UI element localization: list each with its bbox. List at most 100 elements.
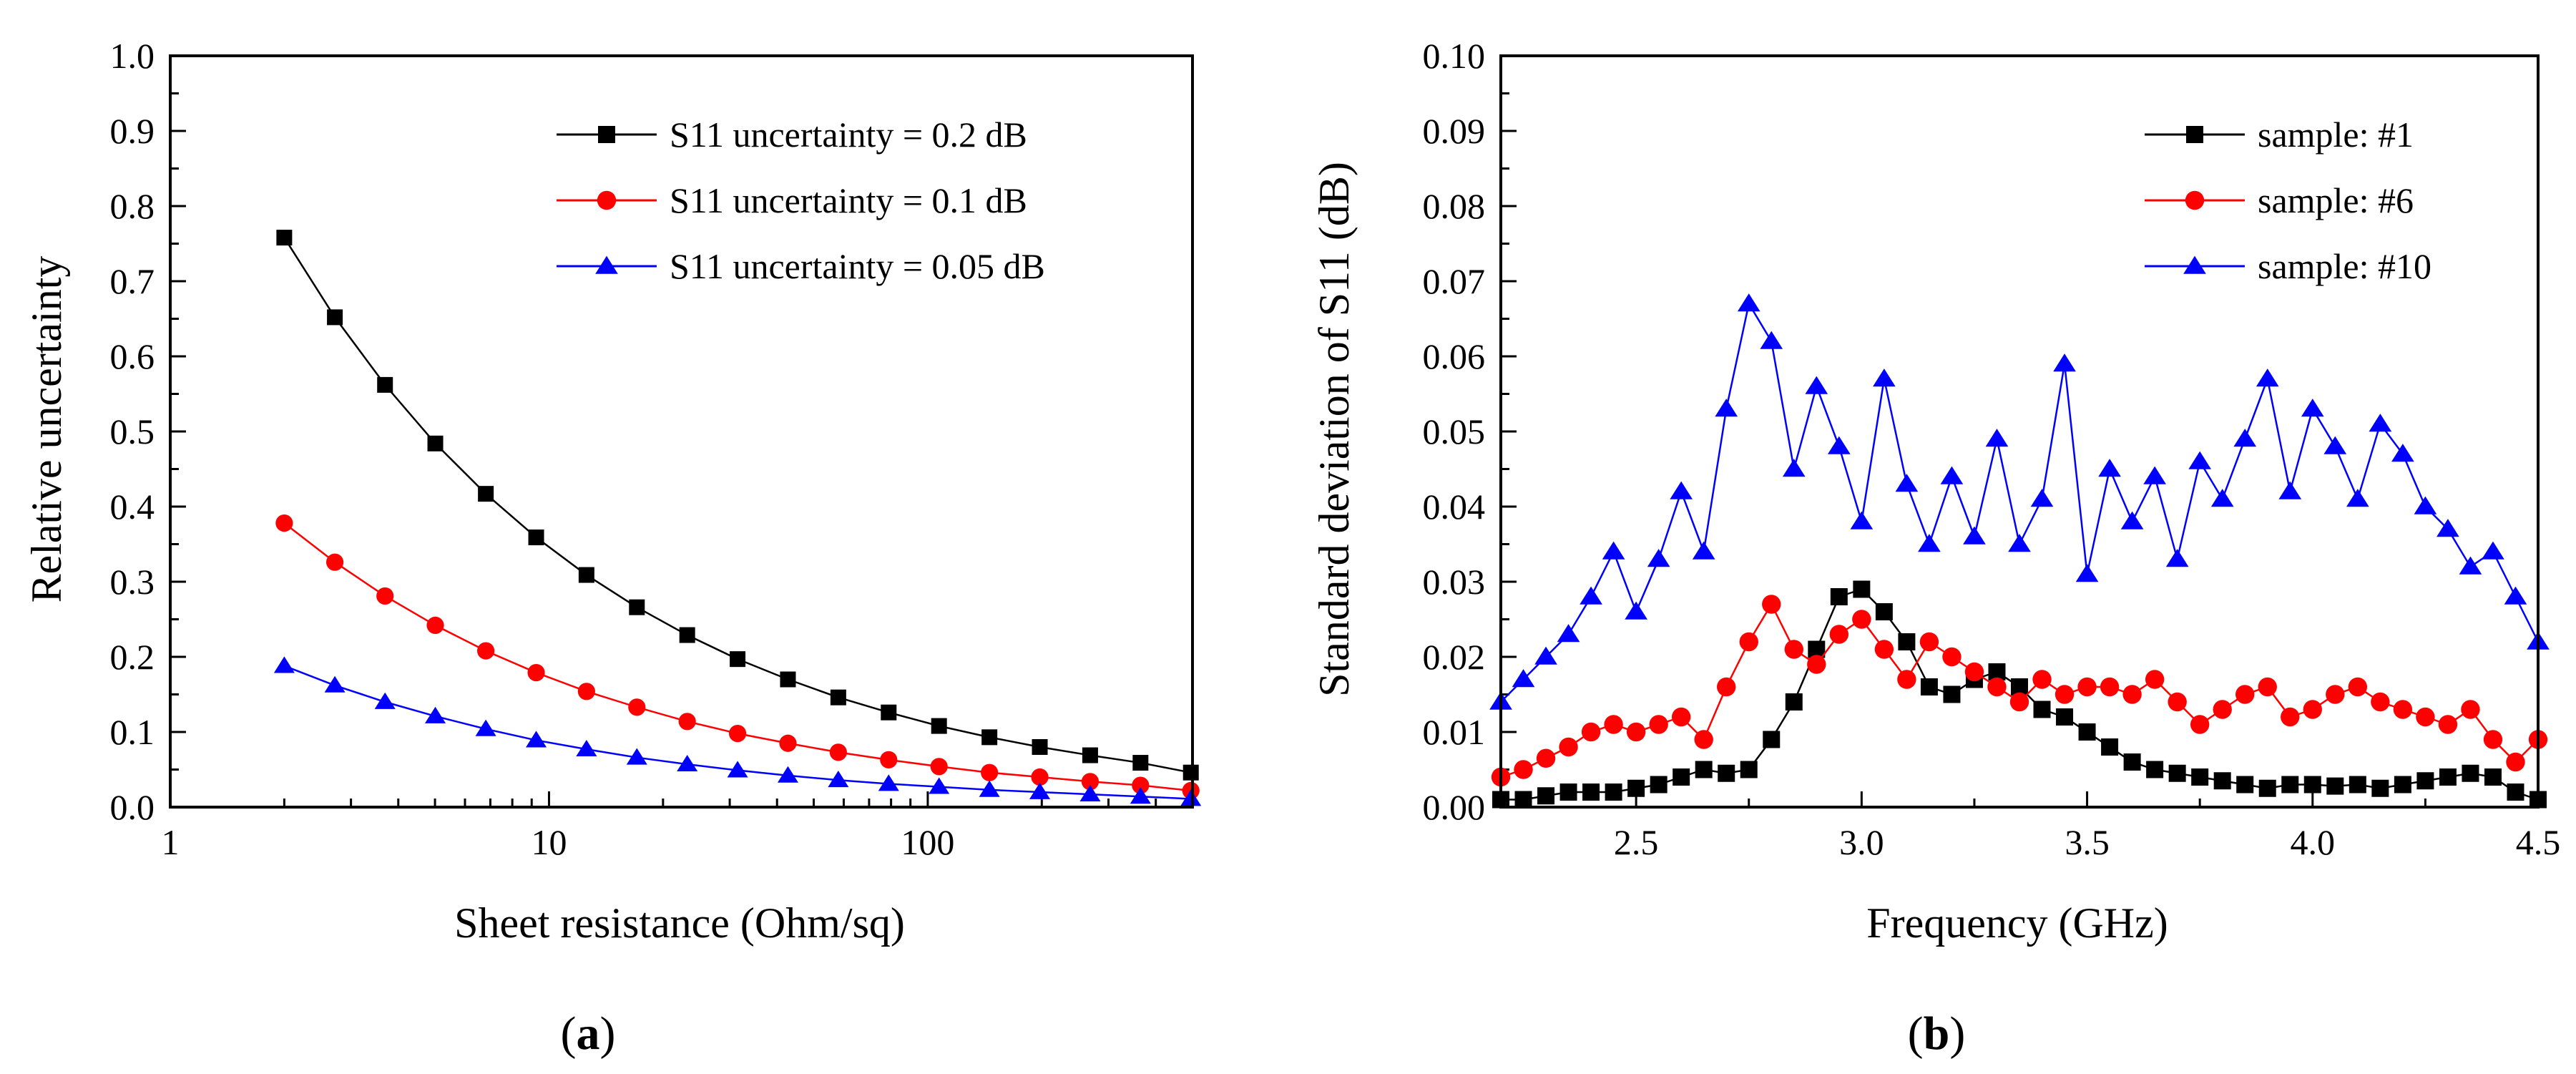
b-data-point (1715, 399, 1738, 417)
b-plot-frame (1499, 54, 2540, 809)
b-data-point (2120, 511, 2144, 529)
b-data-point (1718, 764, 1735, 782)
b-x-tick-label: 3.5 (2065, 822, 2110, 862)
a-data-point (1082, 747, 1098, 763)
b-data-point (1829, 625, 1849, 644)
b-data-point (1604, 715, 1623, 734)
b-data-point (1602, 541, 1625, 560)
b-data-point (2123, 753, 2141, 771)
b-data-point (1740, 761, 1758, 778)
a-series-3 (273, 656, 1202, 806)
b-data-point (2190, 715, 2210, 734)
a-legend-item: S11 uncertainty = 0.1 dB (557, 180, 1027, 220)
b-data-point (2098, 459, 2121, 477)
b-data-point (1580, 586, 1602, 605)
a-data-point (1180, 789, 1202, 806)
b-legend-label: sample: #6 (2258, 180, 2414, 220)
b-data-point (1760, 331, 1783, 349)
b-data-point (2145, 670, 2165, 689)
a-data-point (679, 627, 695, 643)
a-data-point (878, 774, 899, 791)
b-data-point (1626, 722, 1646, 742)
b-data-point (1673, 768, 1690, 786)
b-data-point (1784, 640, 1803, 659)
b-data-point (2394, 776, 2411, 794)
b-data-point (2122, 685, 2142, 704)
b-legend-label: sample: #1 (2258, 114, 2414, 155)
b-data-point (1940, 466, 1964, 484)
b-panel-letter: b (1924, 1007, 1950, 1060)
b-data-point (2168, 764, 2186, 782)
b-data-point (2055, 685, 2075, 704)
b-data-point (2303, 700, 2322, 719)
b-data-point (2100, 677, 2120, 697)
b-x-tick-label: 3.0 (1839, 822, 1884, 862)
b-y-tick-label: 0.07 (1423, 261, 1486, 301)
a-data-point (426, 616, 444, 635)
b-data-point (1943, 685, 1961, 703)
b-data-point (1717, 677, 1736, 697)
b-data-point (1963, 526, 1986, 545)
a-data-point (527, 663, 545, 682)
b-data-point (2393, 700, 2413, 719)
b-y-tick-label: 0.03 (1423, 562, 1486, 602)
a-y-tick-label: 0.2 (110, 637, 155, 677)
b-data-point (1625, 601, 1647, 620)
b-y-tick-label: 0.00 (1423, 787, 1486, 827)
b-data-point (1557, 624, 1580, 643)
b-data-point (1985, 429, 2009, 447)
b-data-point (1895, 474, 1919, 492)
b-data-point (1942, 647, 1962, 667)
a-y-tick-label: 0.3 (110, 562, 155, 602)
b-data-point (1537, 787, 1555, 805)
b-data-point (2369, 414, 2392, 432)
a-data-point (829, 743, 847, 761)
b-data-point (1763, 731, 1781, 748)
b-data-point (2507, 783, 2524, 801)
a-y-tick-labels: 0.0 0.1 0.2 0.3 0.4 0.5 0.6 0.7 0.8 0.9 1.0 (110, 36, 155, 827)
b-data-point (2077, 677, 2097, 697)
b-y-tick-label: 0.02 (1423, 637, 1486, 677)
a-data-point (275, 514, 293, 532)
b-data-point (2437, 519, 2459, 537)
b-y-tick-label: 0.06 (1423, 336, 1486, 376)
a-legend: S11 uncertainty = 0.2 dB S11 uncertainty … (557, 114, 1045, 286)
b-x-tick-label: 4.5 (2516, 822, 2561, 862)
b-data-point (2482, 541, 2504, 560)
panel-b: 0.00 0.01 0.02 0.03 0.04 0.05 0.06 0.07 0.08 0.09… (1311, 36, 2560, 1060)
a-data-point (427, 435, 444, 451)
b-data-point (1647, 549, 1670, 567)
b-data-point (2033, 700, 2051, 718)
b-data-point (1918, 534, 1941, 552)
a-data-point (677, 754, 698, 772)
b-data-point (1762, 595, 1781, 614)
a-data-point (425, 706, 446, 723)
a-y-tick-label: 0.5 (110, 411, 155, 451)
b-data-point (2349, 776, 2366, 794)
a-data-point (1031, 768, 1049, 786)
a-data-point (1130, 787, 1151, 804)
a-data-point (578, 567, 594, 583)
a-data-point (828, 771, 849, 788)
a-legend-label: S11 uncertainty = 0.1 dB (670, 180, 1027, 220)
a-data-point (728, 725, 747, 743)
b-data-point (2504, 586, 2527, 605)
b-data-point (1920, 678, 1938, 695)
b-series-group (1489, 293, 2550, 809)
b-data-point (1805, 376, 1828, 394)
b-data-point (1627, 779, 1645, 797)
a-series-2 (275, 514, 1200, 799)
b-data-point (1785, 693, 1803, 711)
a-data-point (577, 683, 595, 700)
a-data-point (629, 599, 645, 615)
a-data-point (628, 698, 646, 716)
a-legend-label: S11 uncertainty = 0.05 dB (670, 246, 1045, 286)
b-y-tick-label: 0.10 (1423, 36, 1486, 76)
a-tick-marks (169, 54, 1157, 809)
b-data-point (2009, 692, 2029, 712)
b-legend-marker (2186, 126, 2203, 143)
a-x-axis-title: Sheet resistance (Ohm/sq) (454, 899, 905, 947)
a-data-point (526, 731, 547, 748)
a-data-point (779, 734, 797, 752)
